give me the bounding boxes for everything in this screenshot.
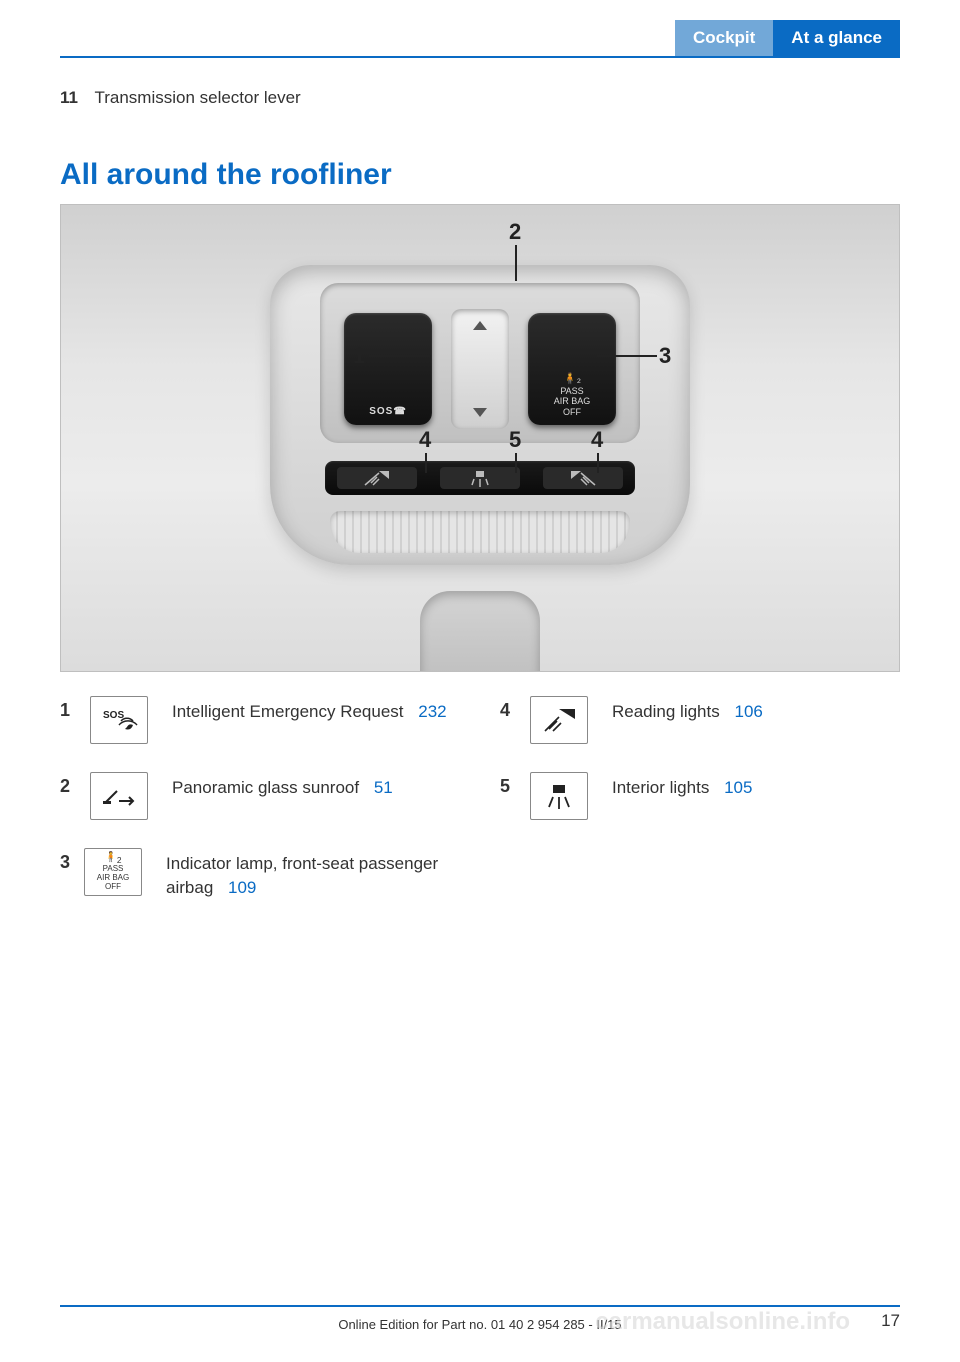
legend-number: 1 [60,696,90,721]
legend-number: 3 [60,848,84,873]
legend-row: 5 Interior lights 105 [500,772,900,820]
roofliner-figure: SOS☎ 🧍₂ PASSAIR BAGOFF [60,204,900,672]
airbag-off-icon: 🧍₂ [563,373,581,386]
page-footer: Online Edition for Part no. 01 40 2 954 … [0,1305,960,1332]
page-reference[interactable]: 109 [228,878,256,897]
callout-line [515,245,517,281]
legend-row: 2 Panoramic glass sunroof 51 [60,772,460,820]
legend-text: Reading lights 106 [612,696,763,724]
sunroof-icon [90,772,148,820]
list-text: Transmission selector lever [94,88,300,107]
list-number: 11 [60,88,90,108]
callout-5: 5 [509,427,521,453]
legend-row: 3 🧍2 PASSAIR BAGOFF Indicator lamp, fron… [60,848,460,900]
legend-label: Indicator lamp, front-seat passenger air… [166,854,438,897]
legend-label: Panoramic glass sunroof [172,778,359,797]
legend-left-column: 1 SOS Intelligent Emergency Request 2 3 2 … [60,696,460,928]
section-title: All around the roofliner [60,158,900,192]
legend-label: Interior lights [612,778,709,797]
legend-row: 4 Reading lights 106 [500,696,900,744]
airbag-off-label: PASSAIR BAGOFF [554,386,591,417]
callout-3: 3 [659,343,671,369]
interior-light-icon [530,772,588,820]
legend-number: 5 [500,772,530,797]
mirror-mount [420,591,540,672]
page-reference[interactable]: 106 [734,702,762,721]
callout-4-left: 4 [419,427,431,453]
console-top-plate: SOS☎ 🧍₂ PASSAIR BAGOFF [320,283,640,443]
callout-2: 2 [509,219,521,245]
page-header: Cockpit At a glance [0,0,960,56]
callout-4-right: 4 [591,427,603,453]
sos-icon: SOS [90,696,148,744]
airbag-off-icon: 🧍2 PASSAIR BAGOFF [84,848,142,896]
legend-text: Panoramic glass sunroof 51 [172,772,393,800]
airbag-indicator-panel: 🧍₂ PASSAIR BAGOFF [528,313,616,425]
reading-light-right-icon [543,467,623,489]
overhead-console: SOS☎ 🧍₂ PASSAIR BAGOFF [270,265,690,565]
reading-light-icon [530,696,588,744]
legend-label: Reading lights [612,702,720,721]
callout-line [369,355,431,357]
legend-row: 1 SOS Intelligent Emergency Request 232 [60,696,460,744]
light-switch-strip [325,461,635,495]
sunroof-rocker [451,309,509,429]
interior-light-icon [440,467,520,489]
legend-text: Interior lights 105 [612,772,752,800]
callout-line [515,453,517,473]
page-reference[interactable]: 232 [418,702,446,721]
footer-divider [60,1305,900,1307]
dome-lamp-lens [330,511,630,553]
legend-label: Intelligent Emergency Request [172,702,404,721]
svg-text:SOS: SOS [103,710,124,721]
header-tabs: Cockpit At a glance [675,20,900,56]
legend-number: 2 [60,772,90,797]
legend-text: Indicator lamp, front-seat passenger air… [166,848,460,900]
page-number: 17 [881,1311,900,1331]
watermark: carmanualsonline.info [595,1308,850,1336]
sos-button: SOS☎ [344,313,432,425]
legend-number: 4 [500,696,530,721]
reading-light-left-icon [337,467,417,489]
legend-right-column: 4 Reading lights 106 5 [500,696,900,928]
figure-legend: 1 SOS Intelligent Emergency Request 2 3 2 … [60,696,900,928]
tab-cockpit: Cockpit [675,20,773,56]
footer-edition-line: Online Edition for Part no. 01 40 2 954 … [338,1317,621,1332]
callout-line [425,453,427,473]
page-reference[interactable]: 51 [374,778,393,797]
callout-1: 1 [353,343,365,369]
legend-text: Intelligent Emergency Request 232 [172,696,447,724]
callout-line [597,453,599,473]
callout-line [597,355,657,357]
sos-icon: SOS☎ [369,406,407,417]
list-item: 11 Transmission selector lever [60,88,900,108]
tab-at-a-glance: At a glance [773,20,900,56]
header-divider [60,56,900,58]
page-reference[interactable]: 105 [724,778,752,797]
